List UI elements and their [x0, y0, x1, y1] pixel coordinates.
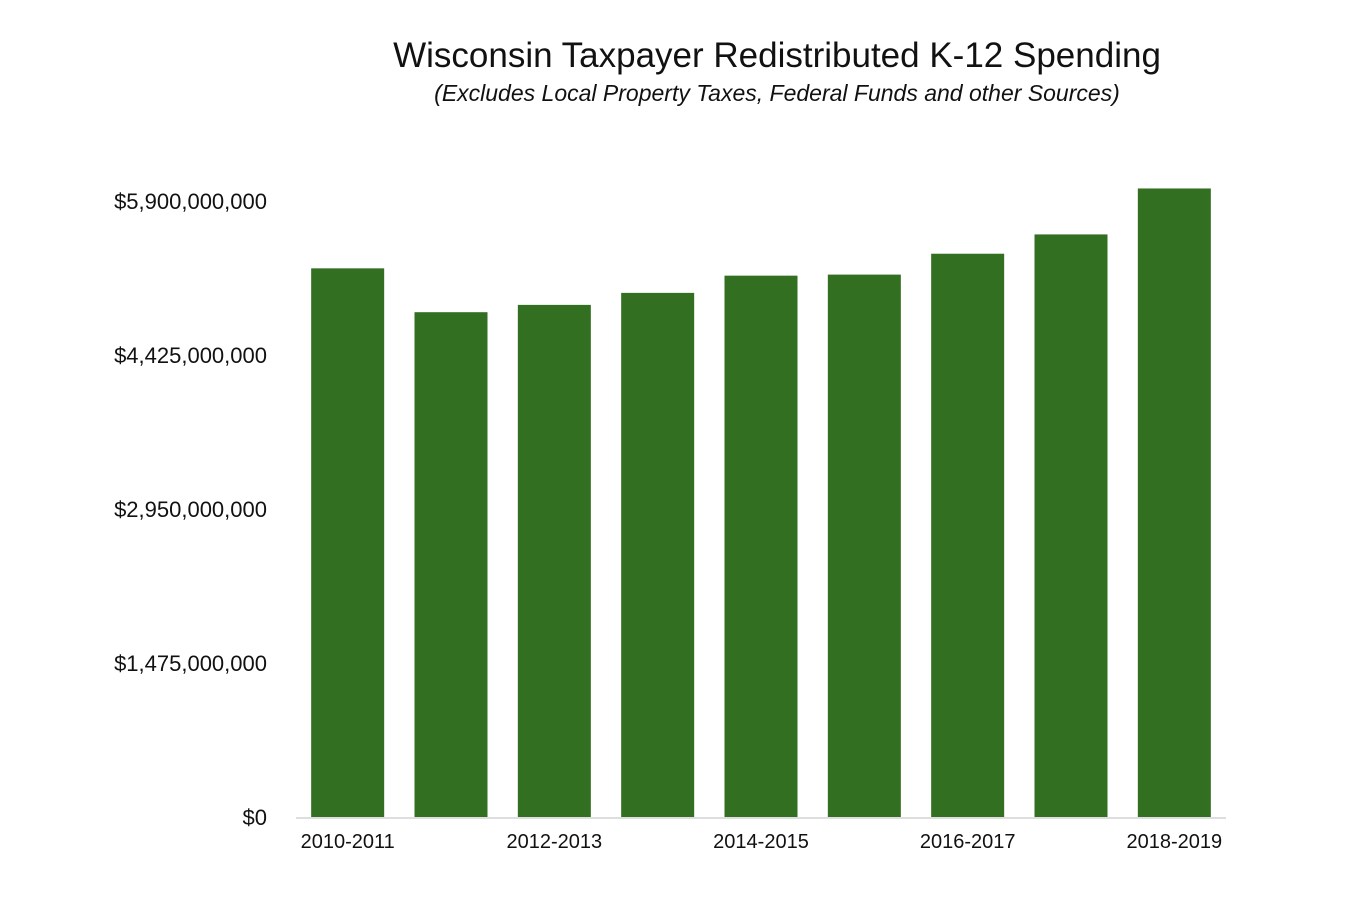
y-tick-label: $1,475,000,000 — [114, 651, 267, 676]
bar-2010-2011 — [311, 268, 385, 817]
x-tick-label: 2018-2019 — [1127, 831, 1223, 853]
x-tick-label: 2012-2013 — [507, 831, 603, 853]
bar-2011-2012 — [414, 312, 488, 817]
bar-2014-2015 — [724, 275, 798, 817]
bar-2017-2018 — [1034, 234, 1108, 818]
x-tick-label: 2016-2017 — [920, 831, 1016, 853]
bar-2018-2019 — [1137, 188, 1211, 817]
y-tick-label: $4,425,000,000 — [114, 343, 267, 368]
bar-2013-2014 — [621, 292, 695, 818]
x-tick-label: 2010-2011 — [301, 831, 395, 853]
x-axis-tick-labels: 2010-2011 2012-2013 2014-2015 2016-2017 2018… — [301, 831, 1223, 853]
chart-title: Wisconsin Taxpayer Redistributed K-12 Sp… — [393, 36, 1161, 75]
bars — [311, 188, 1211, 818]
y-tick-label: $0 — [243, 805, 267, 830]
y-axis-tick-labels: $0 $1,475,000,000 $2,950,000,000 $4,425,000… — [114, 189, 267, 830]
bar-2015-2016 — [827, 274, 901, 817]
x-tick-label: 2014-2015 — [713, 831, 809, 853]
bar-2012-2013 — [517, 304, 591, 817]
y-tick-label: $5,900,000,000 — [114, 189, 267, 214]
chart-subtitle: (Excludes Local Property Taxes, Federal … — [434, 80, 1120, 106]
y-tick-label: $2,950,000,000 — [114, 497, 267, 522]
bar-2016-2017 — [931, 253, 1005, 818]
